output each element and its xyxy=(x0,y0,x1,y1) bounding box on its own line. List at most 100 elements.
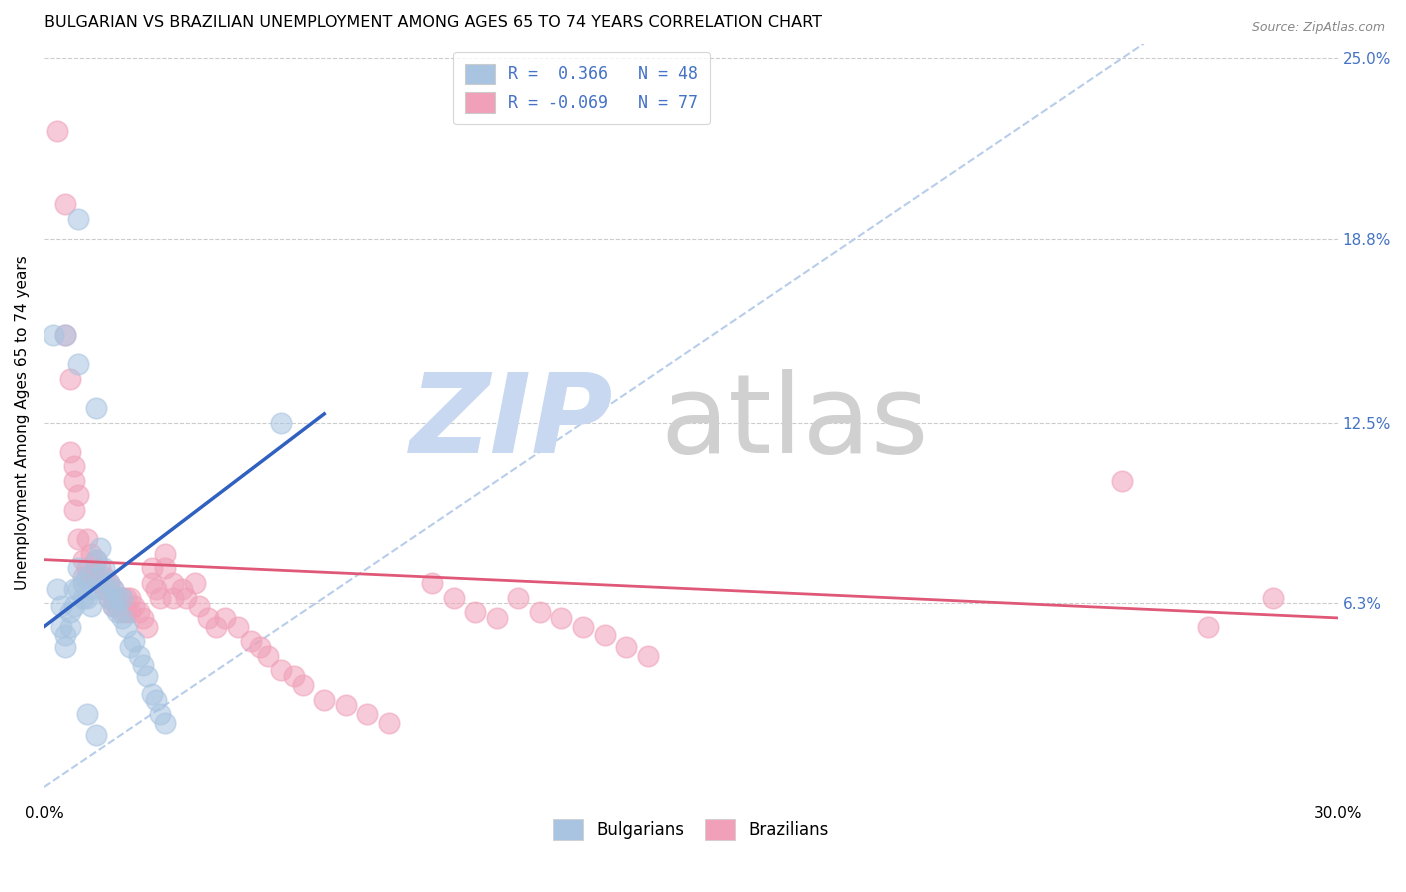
Point xyxy=(145,692,167,706)
Point xyxy=(49,620,72,634)
Point xyxy=(105,605,128,619)
Point xyxy=(89,576,111,591)
Point xyxy=(128,648,150,663)
Point xyxy=(205,620,228,634)
Point xyxy=(1111,474,1133,488)
Legend: Bulgarians, Brazilians: Bulgarians, Brazilians xyxy=(547,813,835,847)
Point xyxy=(124,599,146,614)
Point xyxy=(141,687,163,701)
Point xyxy=(162,576,184,591)
Point xyxy=(110,611,132,625)
Point xyxy=(84,401,107,415)
Point xyxy=(149,707,172,722)
Point xyxy=(93,582,115,596)
Point xyxy=(105,599,128,614)
Point xyxy=(132,657,155,672)
Point xyxy=(63,474,86,488)
Point xyxy=(335,698,357,713)
Point xyxy=(84,570,107,584)
Point xyxy=(420,576,443,591)
Point xyxy=(443,591,465,605)
Point xyxy=(110,591,132,605)
Point xyxy=(101,599,124,614)
Point xyxy=(508,591,530,605)
Point xyxy=(67,488,90,502)
Text: ZIP: ZIP xyxy=(409,369,613,476)
Point xyxy=(55,640,77,654)
Point xyxy=(84,727,107,741)
Point xyxy=(93,570,115,584)
Point xyxy=(89,570,111,584)
Point xyxy=(170,582,193,596)
Point xyxy=(239,634,262,648)
Point xyxy=(59,620,82,634)
Point xyxy=(270,416,292,430)
Point xyxy=(45,582,67,596)
Point xyxy=(55,328,77,343)
Point xyxy=(214,611,236,625)
Point xyxy=(76,591,98,605)
Point xyxy=(89,541,111,555)
Point xyxy=(257,648,280,663)
Point xyxy=(76,570,98,584)
Point xyxy=(550,611,572,625)
Point xyxy=(63,459,86,474)
Point xyxy=(249,640,271,654)
Point xyxy=(76,533,98,547)
Point xyxy=(55,328,77,343)
Point xyxy=(141,576,163,591)
Y-axis label: Unemployment Among Ages 65 to 74 years: Unemployment Among Ages 65 to 74 years xyxy=(15,255,30,590)
Point xyxy=(464,605,486,619)
Point xyxy=(97,576,120,591)
Point xyxy=(101,599,124,614)
Point xyxy=(149,591,172,605)
Point xyxy=(120,640,142,654)
Point xyxy=(153,561,176,575)
Point xyxy=(356,707,378,722)
Point xyxy=(72,576,94,591)
Point xyxy=(188,599,211,614)
Point xyxy=(114,605,136,619)
Point xyxy=(593,628,616,642)
Point xyxy=(84,552,107,566)
Point xyxy=(49,599,72,614)
Point xyxy=(63,582,86,596)
Point xyxy=(226,620,249,634)
Point xyxy=(141,561,163,575)
Point xyxy=(145,582,167,596)
Point xyxy=(41,328,63,343)
Point xyxy=(270,664,292,678)
Point xyxy=(174,591,197,605)
Point xyxy=(80,547,103,561)
Point xyxy=(67,533,90,547)
Point xyxy=(101,582,124,596)
Point xyxy=(80,570,103,584)
Point xyxy=(1261,591,1284,605)
Point xyxy=(529,605,551,619)
Point xyxy=(59,605,82,619)
Point xyxy=(89,561,111,575)
Point xyxy=(76,561,98,575)
Point xyxy=(80,599,103,614)
Point xyxy=(132,611,155,625)
Point xyxy=(45,124,67,138)
Point xyxy=(63,503,86,517)
Point xyxy=(283,669,305,683)
Point xyxy=(72,552,94,566)
Text: atlas: atlas xyxy=(659,369,928,476)
Point xyxy=(153,547,176,561)
Point xyxy=(637,648,659,663)
Point xyxy=(93,582,115,596)
Point xyxy=(97,576,120,591)
Point xyxy=(76,707,98,722)
Point xyxy=(105,591,128,605)
Point xyxy=(80,582,103,596)
Point xyxy=(378,715,401,730)
Text: Source: ZipAtlas.com: Source: ZipAtlas.com xyxy=(1251,21,1385,34)
Point xyxy=(110,605,132,619)
Point xyxy=(55,197,77,211)
Point xyxy=(120,605,142,619)
Point xyxy=(55,628,77,642)
Point xyxy=(110,591,132,605)
Point xyxy=(128,605,150,619)
